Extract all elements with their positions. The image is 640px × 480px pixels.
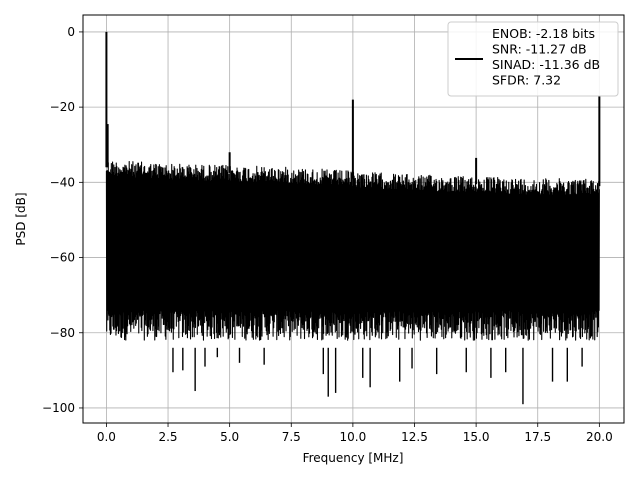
x-tick-label: 12.5 [401, 430, 428, 444]
y-tick-label: −60 [50, 251, 75, 265]
x-tick-label: 10.0 [340, 430, 367, 444]
axes-frame [82, 14, 625, 424]
y-tick-label: −20 [50, 100, 75, 114]
x-tick-label: 2.5 [158, 430, 177, 444]
y-tick-label: −100 [42, 401, 75, 415]
x-axis-label: Frequency [MHz] [303, 451, 404, 465]
psd-series [105, 31, 601, 405]
legend-line: SNR: -11.27 dB [492, 42, 587, 57]
legend: ENOB: -2.18 bits SNR: -11.27 dB SINAD: -11… [447, 21, 619, 97]
y-axis-label: PSD [dB] [14, 192, 28, 245]
legend-line: SFDR: 7.32 [492, 73, 561, 88]
x-tick-label: 17.5 [524, 430, 551, 444]
y-tick-label: −40 [50, 175, 75, 189]
legend-line: SINAD: -11.36 dB [492, 57, 600, 72]
y-tick-label: −80 [50, 326, 75, 340]
legend-box [447, 21, 619, 97]
axis-ticks: 0.0 2.5 5.0 7.5 10.0 12.5 15.0 17.5 20.0 0 −20 −40 −… [42, 25, 613, 444]
legend-line: ENOB: -2.18 bits [492, 26, 595, 41]
y-tick-label: 0 [67, 25, 75, 39]
x-tick-label: 15.0 [463, 430, 490, 444]
x-tick-label: 7.5 [282, 430, 301, 444]
x-tick-label: 20.0 [586, 430, 613, 444]
legend-label: ENOB: -2.18 bits SNR: -11.27 dB SINAD: -11… [492, 26, 600, 88]
x-tick-label: 0.0 [97, 430, 116, 444]
psd-noise-trace [105, 160, 600, 341]
x-tick-label: 5.0 [220, 430, 239, 444]
